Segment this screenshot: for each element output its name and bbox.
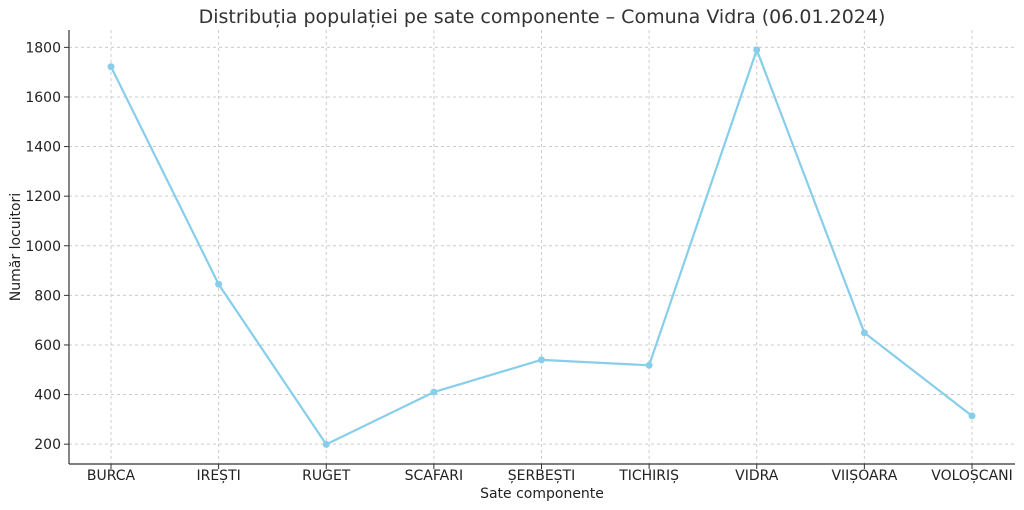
y-tick-label-1: 400	[34, 388, 61, 404]
data-point-burca	[107, 63, 115, 71]
data-point-șerbești	[538, 356, 545, 364]
chart-title: Distribuția populației pe sate component…	[199, 6, 886, 28]
data-point-scafari	[430, 388, 438, 396]
y-tick-label-4: 1000	[25, 239, 61, 255]
data-point-ruget	[322, 440, 330, 448]
tick-labels-layer: 200 400 600 800 1000 1200 1400 1600 1800 BURCA IRE…	[25, 40, 1012, 484]
x-tick-label-6: VIDRA	[735, 468, 779, 484]
x-tick-label-8: VOLOȘCANI	[931, 468, 1013, 484]
x-tick-label-0: BURCA	[87, 468, 136, 484]
y-tick-label-2: 600	[34, 338, 61, 354]
y-tick-label-5: 1200	[25, 189, 61, 205]
data-point-irești	[215, 280, 223, 288]
x-axis-label: Sate componente	[480, 486, 604, 502]
y-tick-label-3: 800	[34, 288, 61, 304]
y-tick-label-7: 1600	[25, 90, 61, 106]
series-layer	[107, 46, 976, 448]
x-tick-label-5: TICHIRIȘ	[618, 468, 679, 484]
y-tick-label-0: 200	[34, 437, 61, 453]
x-tick-label-2: RUGET	[302, 468, 351, 484]
y-tick-label-6: 1400	[25, 140, 61, 156]
y-tick-label-8: 1800	[25, 40, 61, 56]
axes-layer	[64, 30, 1015, 469]
x-tick-label-7: VIIȘOARA	[831, 468, 897, 484]
grid-layer	[69, 30, 1015, 464]
y-axis-label: Număr locuitori	[8, 193, 24, 301]
x-tick-label-1: IREȘTI	[196, 468, 240, 484]
data-point-tichiriș	[645, 361, 653, 369]
data-point-viișoara	[860, 329, 868, 337]
x-tick-label-3: SCAFARI	[405, 468, 463, 484]
x-tick-label-4: ȘERBEȘTI	[508, 468, 575, 484]
data-point-voloșcani	[968, 412, 976, 420]
data-point-vidra	[753, 46, 761, 54]
